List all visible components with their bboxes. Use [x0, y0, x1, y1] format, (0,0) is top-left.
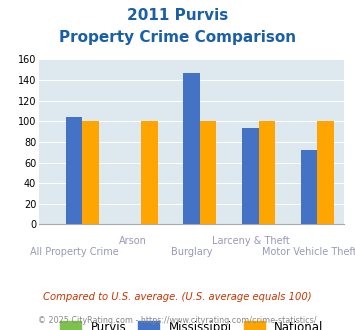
Text: Arson: Arson [119, 236, 147, 246]
Bar [82, 121, 99, 224]
Bar [317, 121, 334, 224]
Text: All Property Crime: All Property Crime [30, 247, 119, 257]
Bar [141, 121, 158, 224]
Bar [301, 150, 317, 224]
Text: © 2025 CityRating.com - https://www.cityrating.com/crime-statistics/: © 2025 CityRating.com - https://www.city… [38, 316, 317, 325]
Bar [184, 73, 200, 224]
Text: Motor Vehicle Theft: Motor Vehicle Theft [262, 247, 355, 257]
Legend: Purvis, Mississippi, National: Purvis, Mississippi, National [55, 316, 328, 330]
Bar [66, 117, 82, 224]
Text: 2011 Purvis: 2011 Purvis [127, 8, 228, 23]
Bar [242, 128, 259, 224]
Text: Burglary: Burglary [171, 247, 212, 257]
Text: Compared to U.S. average. (U.S. average equals 100): Compared to U.S. average. (U.S. average … [43, 292, 312, 302]
Text: Larceny & Theft: Larceny & Theft [212, 236, 289, 246]
Text: Property Crime Comparison: Property Crime Comparison [59, 30, 296, 45]
Bar [259, 121, 275, 224]
Bar [200, 121, 216, 224]
